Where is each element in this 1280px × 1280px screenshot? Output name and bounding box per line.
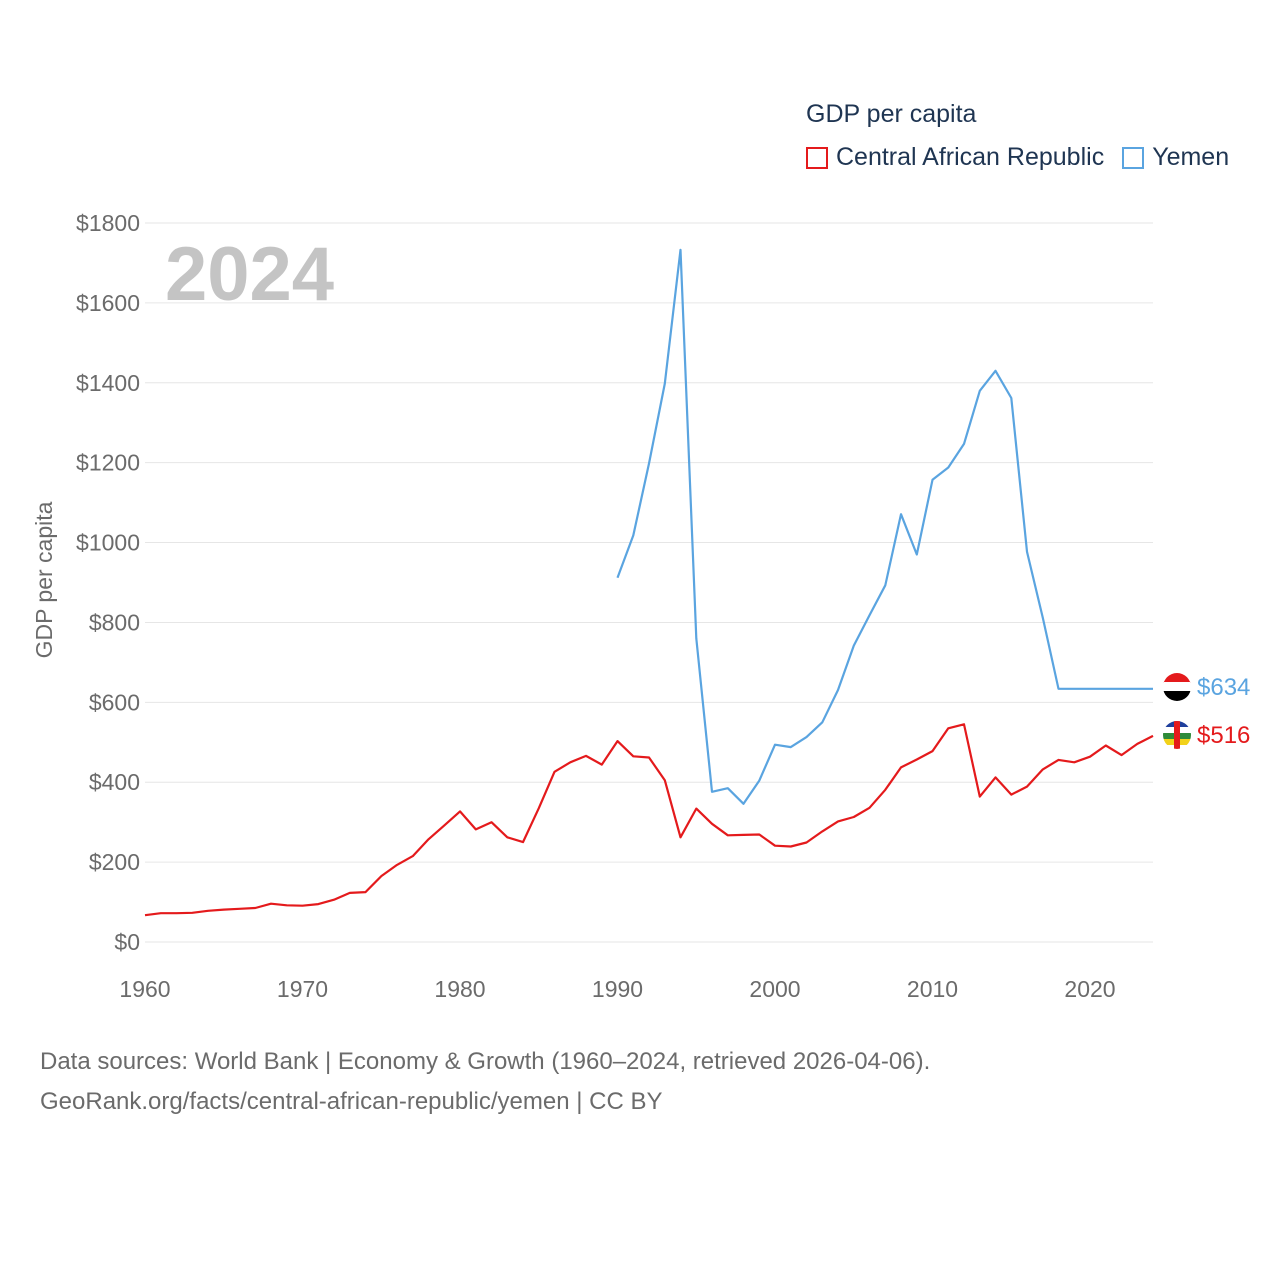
y-tick-label: $400	[89, 769, 140, 795]
y-tick-label: $1600	[76, 290, 140, 316]
gdp-line-chart: $0 $200 $400 $600 $800 $1000 $1200 $1400 $1600 $1…	[31, 210, 1250, 1002]
car-end-marker: $516	[1163, 721, 1250, 749]
x-tick-label: 1960	[119, 976, 170, 1002]
series-line-central-african-republic	[144, 723, 1154, 917]
legend-swatch-central-african-republic	[806, 146, 828, 169]
y-tick-label: $1800	[76, 210, 140, 236]
central-african-republic-flag-icon	[1163, 721, 1191, 749]
y-tick-label: $1200	[76, 450, 140, 476]
legend-label-yemen: Yemen	[1152, 143, 1230, 171]
legend-item-central-african-republic[interactable]: Central African Republic	[806, 143, 1104, 172]
yemen-end-marker: $634	[1163, 673, 1250, 701]
legend-title: GDP per capita	[806, 100, 977, 128]
x-tick-label: 1970	[277, 976, 328, 1002]
y-tick-label: $600	[89, 689, 140, 715]
yemen-flag-icon	[1163, 673, 1191, 701]
footer-link[interactable]: GeoRank.org/facts/central-african-republ…	[40, 1088, 663, 1115]
y-tick-label: $200	[89, 849, 140, 875]
y-tick-label: $800	[89, 609, 140, 635]
y-tick-label: $1400	[76, 370, 140, 396]
footer-sources: Data sources: World Bank | Economy & Gro…	[40, 1048, 931, 1075]
x-tick-label: 2000	[749, 976, 800, 1002]
x-axis: 1960 1970 1980 1990 2000 2010 2020	[119, 976, 1115, 1002]
y-tick-label: $1000	[76, 530, 140, 556]
y-axis-title: GDP per capita	[31, 501, 57, 658]
legend-swatch-yemen	[1122, 146, 1145, 169]
legend-label-central-african-republic: Central African Republic	[836, 143, 1105, 171]
series-lines	[144, 248, 1154, 917]
year-label: 2024	[165, 232, 334, 317]
footer: Data sources: World Bank | Economy & Gro…	[40, 1042, 930, 1122]
y-tick-label: $0	[114, 929, 140, 955]
legend-item-yemen[interactable]: Yemen	[1122, 143, 1229, 172]
x-tick-label: 2010	[907, 976, 958, 1002]
yemen-end-value: $634	[1197, 674, 1250, 701]
legend: Central African Republic Yemen	[806, 143, 1247, 172]
series-line-yemen	[616, 248, 1153, 805]
car-end-value: $516	[1197, 722, 1250, 749]
x-tick-label: 1990	[592, 976, 643, 1002]
x-tick-label: 1980	[434, 976, 485, 1002]
gridlines	[145, 222, 1153, 943]
x-tick-label: 2020	[1064, 976, 1115, 1002]
y-axis: $0 $200 $400 $600 $800 $1000 $1200 $1400 $1600 $1…	[76, 210, 140, 955]
